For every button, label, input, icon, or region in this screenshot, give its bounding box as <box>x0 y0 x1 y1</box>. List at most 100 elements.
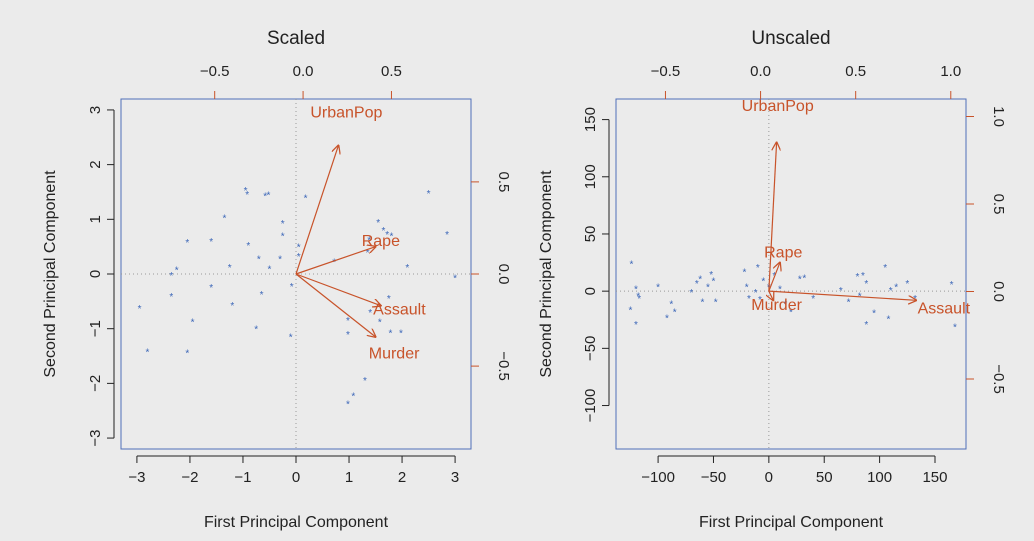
data-point: * <box>175 266 179 277</box>
data-point: * <box>185 349 189 360</box>
x-tick-label: −100 <box>641 469 675 486</box>
chart-title: Scaled <box>267 28 325 49</box>
data-point: * <box>378 317 382 328</box>
data-point: * <box>634 320 638 331</box>
data-point: * <box>351 391 355 402</box>
data-point: * <box>399 328 403 339</box>
data-point: * <box>743 268 747 279</box>
data-point: * <box>709 270 713 281</box>
data-point: * <box>388 328 392 339</box>
data-point: * <box>747 294 751 305</box>
data-point: * <box>346 400 350 411</box>
data-point: * <box>883 263 887 274</box>
data-point: * <box>382 226 386 237</box>
loading-label: Murder <box>369 345 420 362</box>
x-tick-label: 3 <box>451 469 459 486</box>
x-tick-label: 0 <box>765 469 773 486</box>
data-point: * <box>138 304 142 315</box>
x-tick-label: −50 <box>701 469 726 486</box>
data-point: * <box>281 232 285 243</box>
top-tick-label: 1.0 <box>940 63 961 80</box>
ref-lines <box>616 99 966 449</box>
data-point: * <box>864 320 868 331</box>
data-point: * <box>346 330 350 341</box>
data-point: * <box>706 282 710 293</box>
loading-label: UrbanPop <box>742 98 814 115</box>
loading-arrow <box>295 145 338 275</box>
loading-label: Murder <box>751 297 802 314</box>
data-point: * <box>376 218 380 229</box>
x-axis: −100 −50 0 50 100 150 <box>641 455 948 486</box>
data-point: * <box>332 257 336 268</box>
data-point: * <box>230 301 234 312</box>
data-point: * <box>665 313 669 324</box>
data-point: * <box>754 288 758 299</box>
right-tick-label: −0.5 <box>990 364 1007 394</box>
data-point: * <box>778 285 782 296</box>
y-axis: −3 −2 −1 0 1 2 3 <box>87 106 115 447</box>
x-tick-label: 2 <box>398 469 406 486</box>
data-point: * <box>246 241 250 252</box>
data-point: * <box>784 300 788 311</box>
data-point: * <box>387 294 391 305</box>
data-point: * <box>257 255 261 266</box>
data-point: * <box>390 232 394 243</box>
x-tick-label: −2 <box>181 469 198 486</box>
data-point: * <box>669 300 673 311</box>
right-tick-label: 0.0 <box>990 281 1007 302</box>
y-tick-label: −2 <box>87 375 104 392</box>
data-point: * <box>656 282 660 293</box>
data-point: * <box>756 263 760 274</box>
data-point: * <box>872 309 876 320</box>
data-point: * <box>673 308 677 319</box>
right-axis: −0.5 0.0 0.5 1.0 <box>966 106 1007 394</box>
x-tick-label: 50 <box>816 469 833 486</box>
data-point: * <box>169 292 173 303</box>
data-point: * <box>263 192 267 203</box>
y-tick-label: −100 <box>582 389 599 423</box>
data-point: * <box>894 282 898 293</box>
data-point: * <box>268 264 272 275</box>
y-tick-label: 2 <box>87 160 104 168</box>
data-point: * <box>368 308 372 319</box>
data-point: * <box>209 283 213 294</box>
right-tick-label: 0.5 <box>990 194 1007 215</box>
data-point: * <box>453 274 457 285</box>
data-point: * <box>856 272 860 283</box>
x-axis-label: First Principal Component <box>699 514 884 531</box>
data-point: * <box>628 305 632 316</box>
right-tick-label: 1.0 <box>990 106 1007 127</box>
y-tick-label: 0 <box>87 270 104 278</box>
data-point: * <box>228 263 232 274</box>
data-point: * <box>185 238 189 249</box>
y-tick-label: −3 <box>87 430 104 447</box>
data-point: * <box>712 277 716 288</box>
loading-label: UrbanPop <box>310 105 382 122</box>
data-point: * <box>913 294 917 305</box>
top-tick-label: −0.5 <box>651 63 681 80</box>
data-point: * <box>222 214 226 225</box>
data-point: * <box>297 243 301 254</box>
top-tick-label: 0.0 <box>750 63 771 80</box>
loading-arrow <box>768 290 916 300</box>
data-point: * <box>297 252 301 263</box>
data-point: * <box>281 219 285 230</box>
loading-label: Rape <box>362 233 400 250</box>
y-tick-label: 1 <box>87 215 104 223</box>
right-tick-label: 0.0 <box>495 264 512 285</box>
y-tick-label: −50 <box>582 336 599 361</box>
data-point: * <box>367 235 371 246</box>
y-tick-label: 100 <box>582 164 599 189</box>
data-points: ****************************************… <box>138 186 458 410</box>
right-axis: −0.5 0.0 0.5 <box>471 171 512 381</box>
data-point: * <box>864 279 868 290</box>
data-point: * <box>278 255 282 266</box>
x-tick-label: 0 <box>292 469 300 486</box>
top-tick-label: 0.0 <box>293 63 314 80</box>
loading-arrow <box>768 142 777 292</box>
y-tick-label: 50 <box>582 226 599 243</box>
data-point: * <box>363 376 367 387</box>
data-point: * <box>346 316 350 327</box>
plot-frame <box>615 98 967 450</box>
